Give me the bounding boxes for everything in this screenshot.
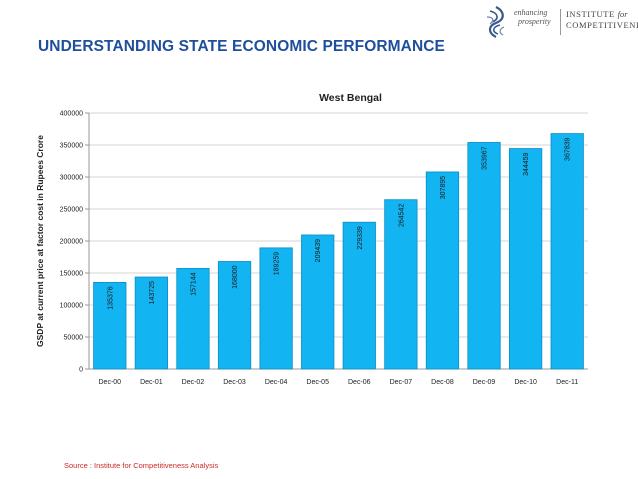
data-label: 353967 bbox=[482, 146, 489, 169]
x-tick-label: Dec-05 bbox=[306, 379, 329, 386]
data-label: 264542 bbox=[398, 204, 405, 227]
x-tick-label: Dec-02 bbox=[182, 379, 205, 386]
bar-dec-07 bbox=[384, 199, 418, 370]
y-tick-label: 150000 bbox=[60, 271, 83, 278]
logo-tagline-line1: enhancing bbox=[514, 8, 548, 17]
y-tick-label: 250000 bbox=[60, 207, 83, 214]
x-tick-label: Dec-10 bbox=[514, 379, 537, 386]
y-tick-label: 0 bbox=[79, 367, 83, 374]
logo-tagline: enhancing prosperity bbox=[514, 8, 556, 26]
bar-dec-09 bbox=[467, 142, 501, 370]
bar-dec-06 bbox=[342, 221, 376, 370]
swirl-emblem-icon bbox=[486, 6, 505, 38]
bar-dec-03 bbox=[217, 261, 252, 370]
data-label: 344459 bbox=[523, 152, 530, 175]
y-tick-label: 400000 bbox=[60, 111, 83, 118]
bar-dec-10 bbox=[509, 148, 543, 370]
source-note: Source : Institute for Competitiveness A… bbox=[64, 461, 219, 470]
bar-dec-00 bbox=[93, 281, 127, 370]
x-tick-label: Dec-07 bbox=[390, 379, 413, 386]
x-tick-label: Dec-01 bbox=[140, 379, 163, 386]
y-tick-label: 200000 bbox=[60, 239, 83, 246]
logo-tagline-line2: prosperity bbox=[518, 17, 551, 26]
data-label: 367839 bbox=[565, 137, 572, 160]
data-label: 135376 bbox=[107, 286, 114, 309]
bar-dec-08 bbox=[425, 171, 460, 370]
y-tick-label: 300000 bbox=[60, 175, 83, 182]
bar-dec-01 bbox=[134, 276, 168, 370]
bar-dec-04 bbox=[259, 247, 293, 370]
y-axis-label: GSDP at current price at factor cost in … bbox=[35, 135, 45, 347]
data-label: 143725 bbox=[149, 281, 156, 304]
logo-name-competitiveness: COMPETITIVENESS bbox=[566, 20, 638, 30]
bar-dec-11 bbox=[550, 133, 584, 370]
logo-name-for: for bbox=[617, 9, 628, 19]
logo-name-institute: INSTITUTE bbox=[566, 9, 615, 19]
slide-title: UNDERSTANDING STATE ECONOMIC PERFORMANCE bbox=[38, 38, 445, 55]
data-label: 307895 bbox=[440, 176, 447, 199]
x-tick-label: Dec-08 bbox=[431, 379, 454, 386]
x-tick-label: Dec-04 bbox=[265, 379, 288, 386]
y-tick-label: 350000 bbox=[60, 143, 83, 150]
x-tick-label: Dec-11 bbox=[556, 379, 578, 386]
data-label: 168000 bbox=[232, 265, 239, 288]
y-tick-label: 50000 bbox=[64, 335, 84, 342]
x-tick-label: Dec-09 bbox=[473, 379, 496, 386]
y-tick-label: 100000 bbox=[60, 303, 83, 310]
data-label: 189259 bbox=[274, 252, 281, 275]
x-tick-label: Dec-03 bbox=[223, 379, 246, 386]
logo-name: INSTITUTE for COMPETITIVENESS bbox=[566, 9, 638, 31]
bar-dec-05 bbox=[301, 234, 335, 370]
data-label: 209439 bbox=[315, 239, 322, 262]
institute-logo: enhancing prosperity INSTITUTE for COMPE… bbox=[482, 3, 638, 45]
x-tick-label: Dec-00 bbox=[99, 379, 122, 386]
logo-divider bbox=[560, 9, 561, 35]
x-tick-label: Dec-06 bbox=[348, 379, 371, 386]
data-label: 157144 bbox=[190, 272, 197, 295]
data-label: 229339 bbox=[357, 226, 364, 249]
bar-dec-02 bbox=[176, 268, 210, 370]
chart-title: West Bengal bbox=[319, 92, 382, 104]
